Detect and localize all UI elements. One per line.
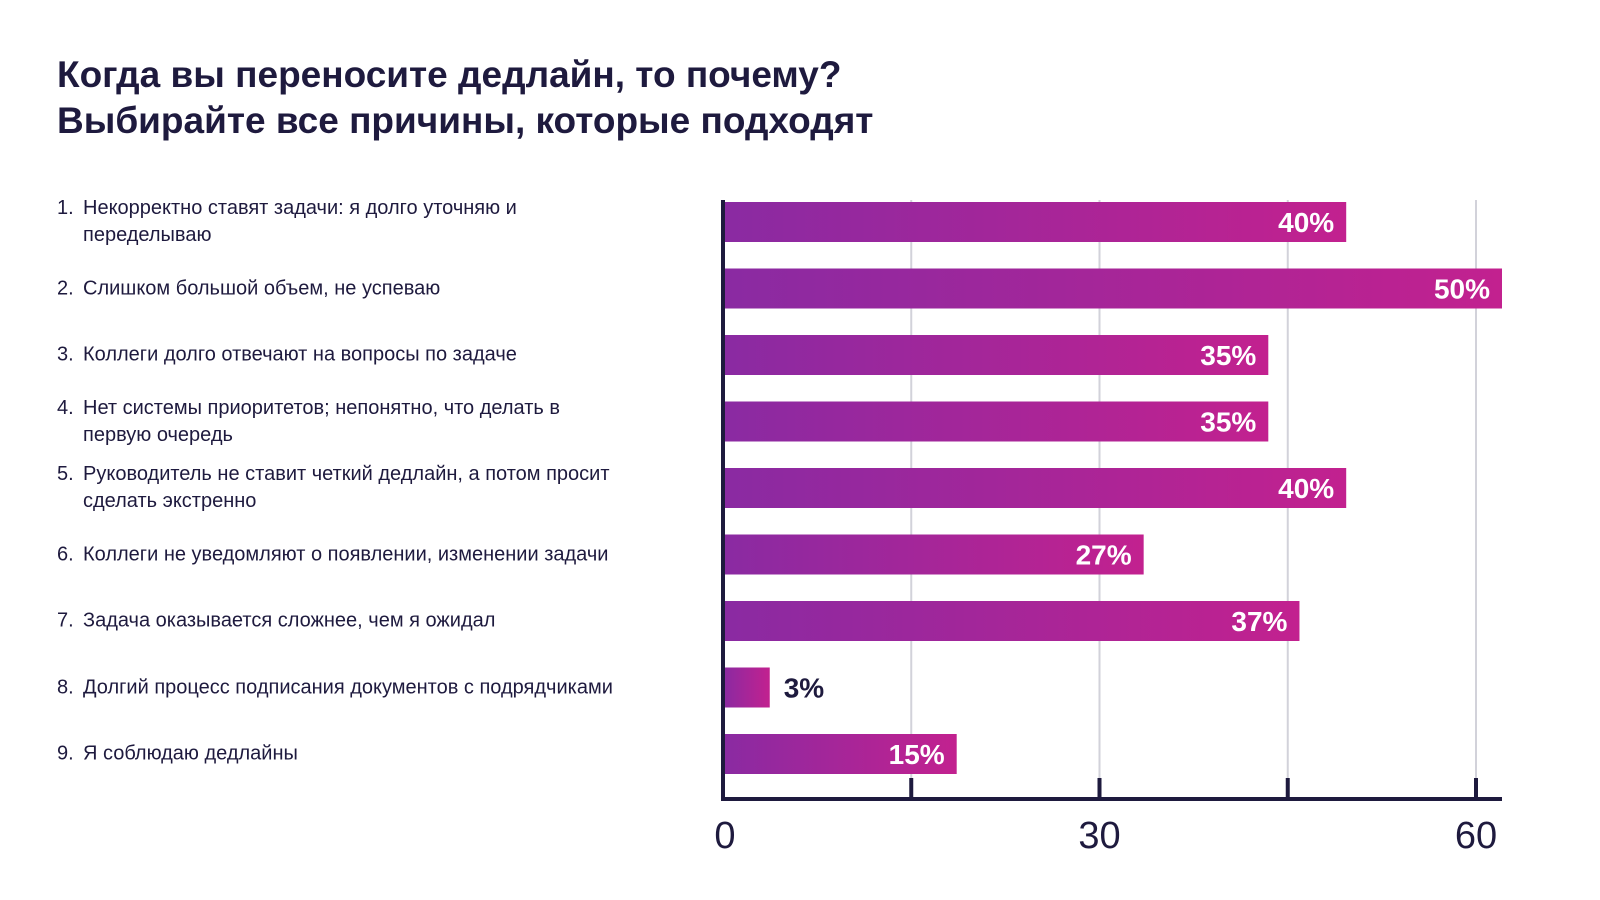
category-text: Некорректно ставят задачи: я долго уточн… <box>83 197 517 246</box>
chart-title-line-2: Выбирайте все причины, которые подходят <box>57 100 874 141</box>
category-label: 5. Руководитель не ставит четкий дедлайн,… <box>57 461 697 515</box>
bar-value-label: 37% <box>1231 606 1287 637</box>
chart-title: Когда вы переносите дедлайн, то почему? … <box>57 52 873 144</box>
x-tick-label: 60 <box>1455 815 1497 857</box>
category-number: 7. <box>57 609 74 632</box>
bar <box>723 601 1300 641</box>
category-number: 5. <box>57 463 74 485</box>
bar <box>723 401 1269 442</box>
bar <box>723 468 1347 508</box>
category-number: 1. <box>57 197 74 219</box>
bar-value-label: 15% <box>889 739 945 770</box>
category-number: 4. <box>57 396 74 419</box>
bar <box>723 667 770 708</box>
category-number: 9. <box>57 742 74 765</box>
category-number: 2. <box>57 277 74 299</box>
bar-value-label: 40% <box>1278 473 1334 504</box>
x-tick-label: 30 <box>1078 815 1120 857</box>
bar-value-label: 50% <box>1434 274 1490 305</box>
bar-value-label: 40% <box>1278 207 1334 238</box>
category-text: Коллеги не уведомляют о появлении, измен… <box>83 543 609 565</box>
bar <box>723 268 1502 309</box>
category-label: 9. Я соблюдаю дедлайны <box>57 741 697 768</box>
bar <box>723 534 1144 575</box>
category-number: 3. <box>57 343 74 366</box>
chart-title-line-1: Когда вы переносите дедлайн, то почему? <box>57 54 842 95</box>
bar <box>723 202 1347 242</box>
category-text: Нет системы приоритетов; непонятно, что … <box>83 396 560 446</box>
category-label: 2. Слишком большой объем, не успеваю <box>57 275 697 302</box>
x-tick-label: 0 <box>714 815 735 857</box>
category-label: 6. Коллеги не уведомляют о появлении, изм… <box>57 541 697 568</box>
category-text: Слишком большой объем, не успеваю <box>83 277 441 299</box>
bar <box>723 734 957 774</box>
category-label: 3. Коллеги долго отвечают на вопросы по з… <box>57 342 697 369</box>
category-text: Задача оказывается сложнее, чем я ожидал <box>83 609 496 632</box>
bar <box>723 335 1269 375</box>
category-label: 4. Нет системы приоритетов; непонятно, чт… <box>57 395 697 449</box>
category-text: Долгий процесс подписания документов с п… <box>83 676 613 698</box>
bar-value-label: 35% <box>1200 407 1256 438</box>
category-text: Я соблюдаю дедлайны <box>83 742 298 765</box>
category-label: 7. Задача оказывается сложнее, чем я ожид… <box>57 608 697 635</box>
category-text: Коллеги долго отвечают на вопросы по зад… <box>83 343 517 366</box>
category-number: 6. <box>57 543 74 565</box>
bar-value-label: 3% <box>784 673 825 704</box>
category-label: 1. Некорректно ставят задачи: я долго уто… <box>57 195 697 249</box>
category-label: 8. Долгий процесс подписания документов с… <box>57 674 697 701</box>
bar-value-label: 27% <box>1076 540 1132 571</box>
category-text: Руководитель не ставит четкий дедлайн, а… <box>83 463 610 512</box>
bar-value-label: 35% <box>1200 340 1256 371</box>
category-number: 8. <box>57 676 74 698</box>
